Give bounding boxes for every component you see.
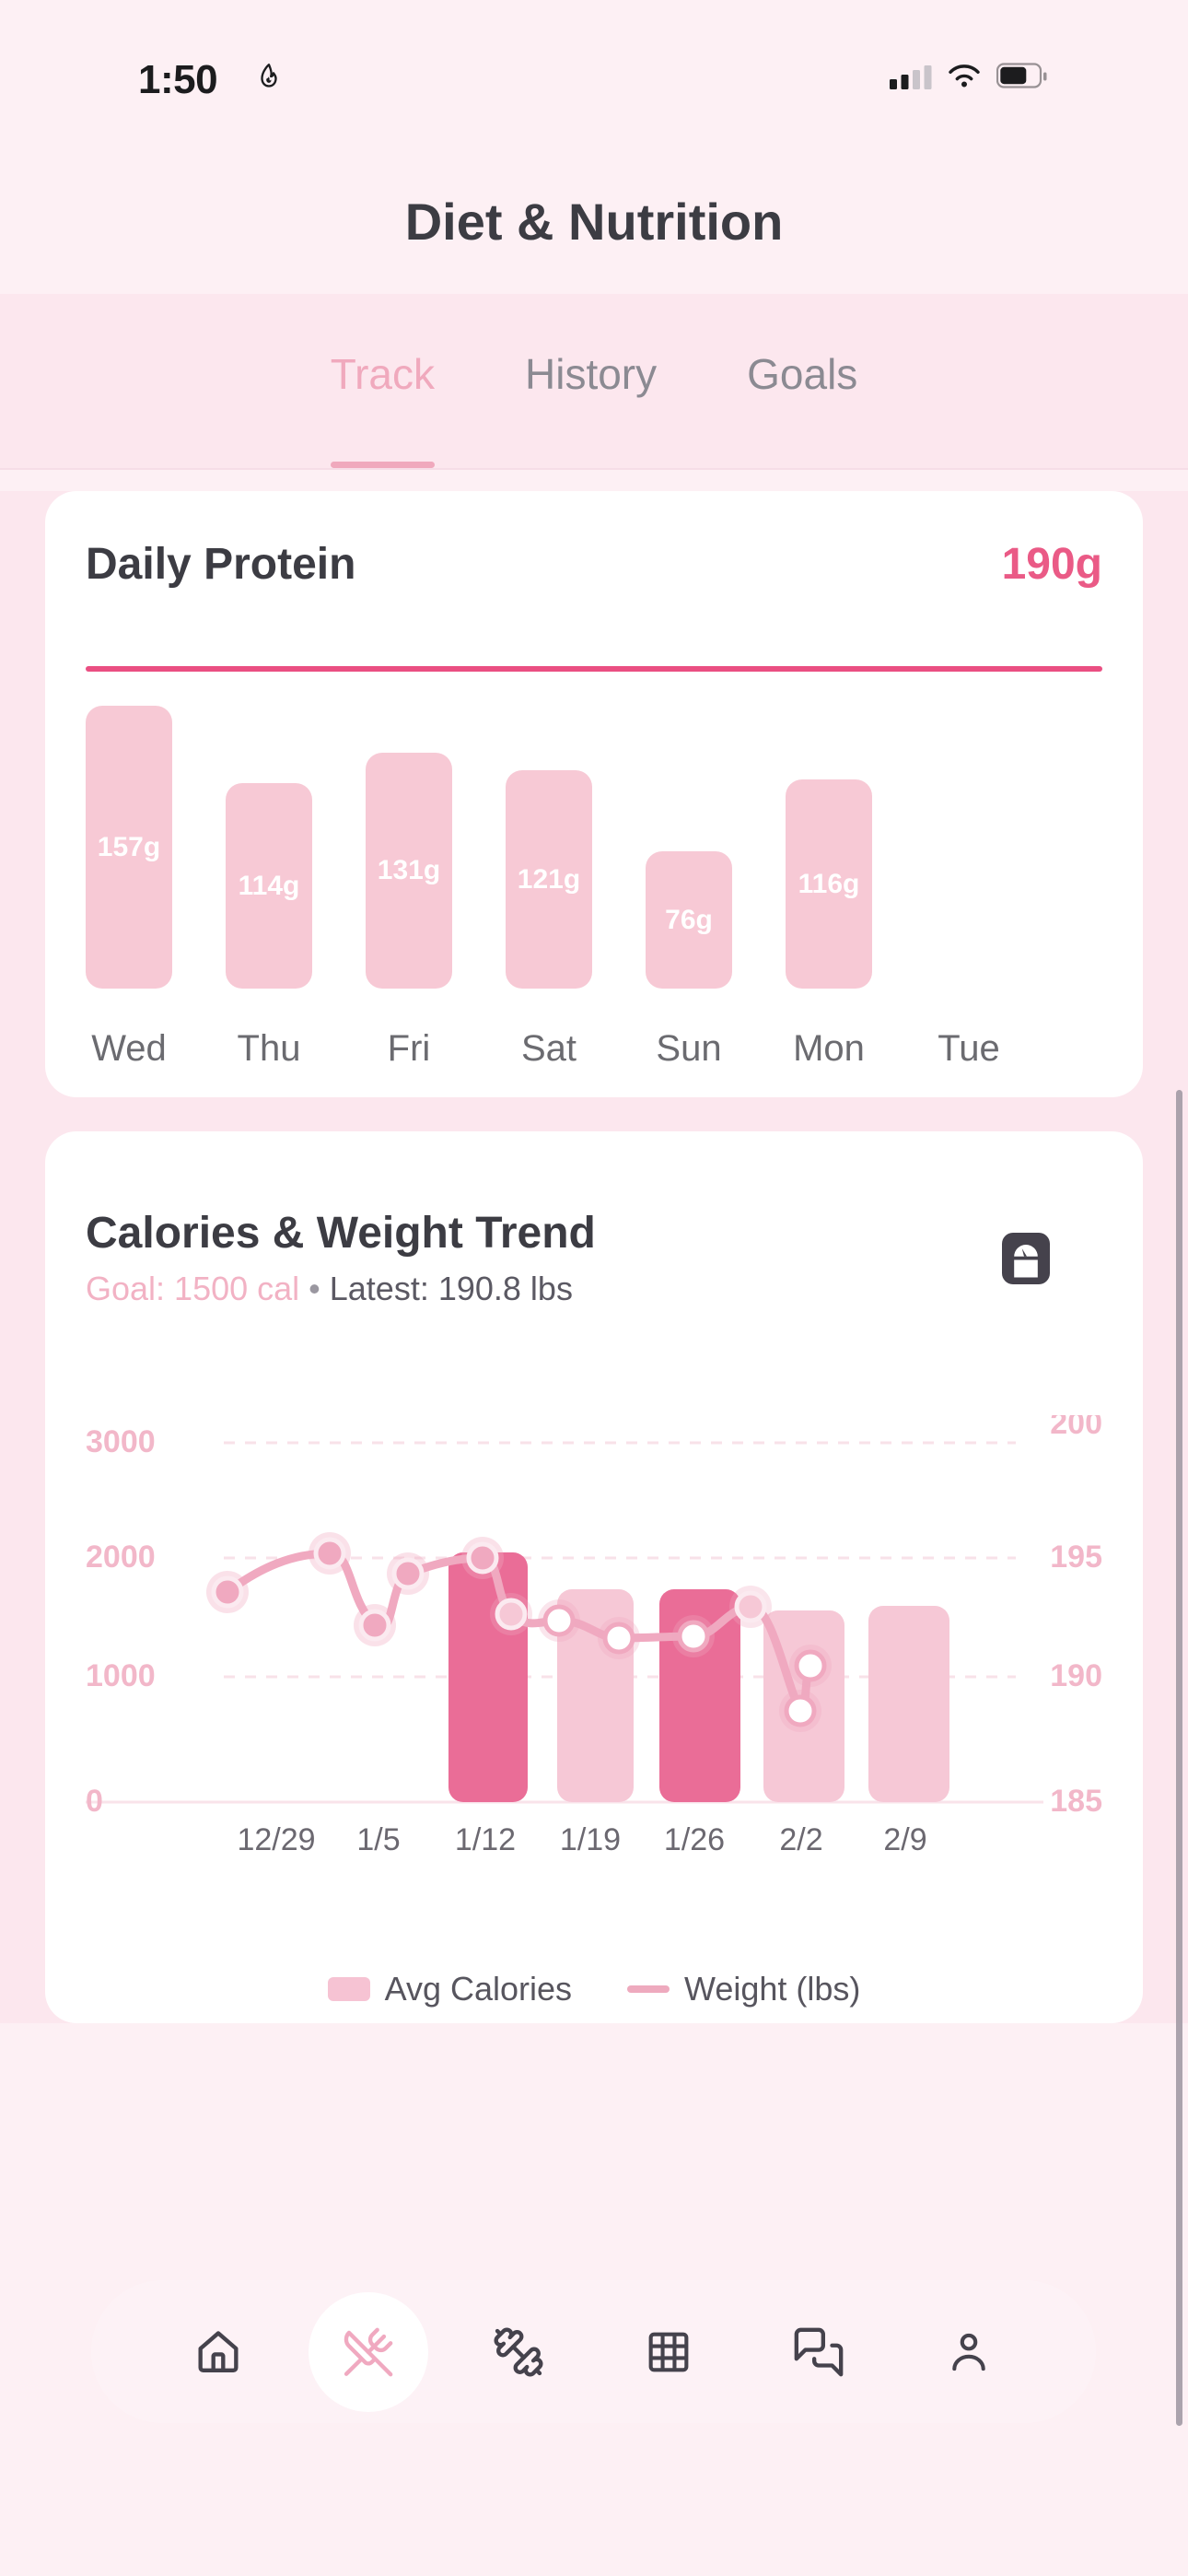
svg-text:1000: 1000 (86, 1658, 156, 1693)
svg-text:2000: 2000 (86, 1540, 156, 1575)
svg-text:190: 190 (1050, 1658, 1102, 1693)
svg-text:1/26: 1/26 (664, 1822, 725, 1855)
svg-text:12/29: 12/29 (237, 1822, 315, 1855)
svg-text:1/19: 1/19 (560, 1822, 621, 1855)
svg-text:0: 0 (86, 1784, 103, 1819)
svg-text:3000: 3000 (86, 1424, 156, 1459)
svg-text:2/9: 2/9 (883, 1822, 926, 1855)
svg-text:2/2: 2/2 (779, 1822, 822, 1855)
svg-text:200: 200 (1050, 1415, 1102, 1441)
svg-text:1/12: 1/12 (455, 1822, 516, 1855)
svg-text:1/5: 1/5 (356, 1822, 400, 1855)
svg-text:195: 195 (1050, 1540, 1102, 1575)
svg-text:185: 185 (1050, 1784, 1102, 1819)
